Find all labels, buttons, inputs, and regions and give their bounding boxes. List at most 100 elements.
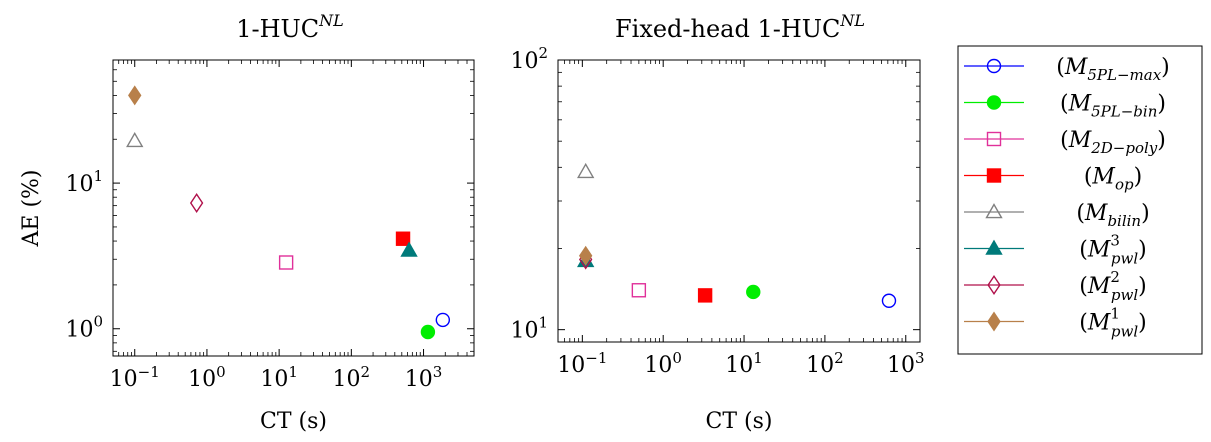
data-point-mop: [395, 231, 411, 246]
x-tick-label: 103: [887, 349, 925, 378]
tick-exponent: 0: [216, 363, 226, 381]
chart-title: Fixed-head 1-HUCNL: [615, 11, 865, 43]
legend: (M5PL−max)(M5PL−bin)(M2D−poly)(Mop)(Mbil…: [957, 45, 1203, 355]
legend-symbol: M: [1068, 92, 1092, 117]
tick-exponent: −1: [138, 363, 160, 381]
tick-exponent: 2: [538, 44, 548, 62]
legend-marker: [986, 95, 1002, 110]
tick-base: 10: [65, 318, 93, 343]
plot-frame: [557, 59, 921, 343]
text-part: ): [1141, 201, 1150, 226]
legend-subscript: pwl: [1111, 323, 1138, 341]
y-tick-label: 101: [65, 167, 103, 197]
x-tick-label: 10−1: [557, 349, 607, 378]
legend-subscript: 5PL−bin: [1091, 103, 1157, 121]
legend-subscript: pwl: [1111, 286, 1138, 304]
title-text: Fixed-head 1-HUC: [615, 15, 840, 43]
legend-superscript: 1: [1110, 305, 1120, 323]
legend-symbol: M: [1064, 55, 1088, 80]
legend-symbol: M: [1087, 274, 1111, 299]
text-part: (: [1084, 165, 1093, 190]
x-tick-label: 100: [644, 349, 682, 378]
legend-label: (M3 pwl): [1079, 232, 1147, 268]
y-tick-label: 100: [65, 313, 103, 343]
legend-entry-mpwl2: (M2 pwl): [964, 268, 1147, 304]
data-point-m5pl-bin: [746, 284, 761, 300]
legend-symbol: M: [1091, 165, 1115, 190]
legend-label: (M2 pwl): [1079, 268, 1147, 304]
x-tick-label: 100: [188, 363, 226, 392]
legend-label: (Mop): [1084, 165, 1142, 194]
tick-exponent: 2: [361, 363, 371, 381]
legend-marker: [985, 239, 1003, 255]
legend-label: (M5PL−bin): [1060, 92, 1166, 121]
legend-subscript: 5PL−max: [1087, 66, 1161, 84]
text-part: ): [1157, 128, 1166, 153]
text-part: ): [1161, 55, 1170, 80]
tick-base: 10: [333, 367, 361, 392]
tick-exponent: 1: [753, 349, 763, 367]
legend-superscript: 3: [1110, 232, 1120, 250]
data-point-mpwl2: [189, 192, 204, 214]
legend-marker: [987, 311, 1001, 332]
data-point-m2d-poly: [631, 283, 647, 298]
data-point-mpwl1: [128, 85, 142, 106]
tick-base: 10: [188, 367, 216, 392]
chart-title: 1-HUCNL: [236, 11, 344, 43]
legend-marker: [986, 58, 1002, 74]
legend-entry-m5pl-max: (M5PL−max): [964, 55, 1170, 84]
title-text: 1-HUC: [236, 15, 319, 43]
legend-entry-m2d-poly: (M2D−poly): [964, 128, 1166, 157]
text-part: ): [1134, 165, 1143, 190]
legend-marker: [986, 168, 1002, 183]
text-part: (: [1060, 128, 1069, 153]
tick-base: 10: [510, 319, 538, 344]
title-superscript: NL: [318, 11, 344, 30]
y-tick-label: 101: [510, 314, 548, 344]
x-axis-label: CT (s): [260, 409, 327, 434]
tick-exponent: 2: [834, 349, 844, 367]
tick-exponent: 0: [93, 313, 103, 331]
tick-exponent: 1: [93, 167, 103, 185]
text-part: (: [1076, 201, 1085, 226]
x-tick-label: 102: [333, 363, 371, 392]
x-tick-label: 10−1: [110, 363, 160, 392]
legend-symbol: M: [1068, 128, 1092, 153]
legend-label: (M2D−poly): [1060, 128, 1166, 157]
x-tick-label: 101: [725, 349, 763, 378]
y-tick-label: 102: [510, 44, 548, 74]
legend-subscript: 2D−poly: [1090, 139, 1158, 157]
legend-marker: [986, 131, 1002, 147]
y-axis-label: AE (%): [19, 169, 44, 247]
data-point-mpwl1: [578, 245, 593, 266]
text-part: (: [1079, 274, 1088, 299]
text-part: ): [1157, 92, 1166, 117]
text-part: (: [1079, 311, 1088, 336]
tick-exponent: −1: [585, 349, 607, 367]
legend-marker: [987, 274, 1001, 296]
x-tick-label: 103: [405, 363, 443, 392]
data-point-m2d-poly: [278, 255, 294, 270]
legend-entry-m5pl-bin: (M5PL−bin): [964, 92, 1166, 121]
tick-base: 10: [260, 367, 288, 392]
data-point-mpwl3: [400, 241, 418, 257]
legend-subscript: op: [1115, 176, 1134, 194]
data-point-m5pl-max: [881, 293, 897, 308]
tick-base: 10: [405, 367, 433, 392]
text-part: (: [1060, 92, 1069, 117]
legend-label: (M1 pwl): [1079, 305, 1147, 341]
tick-base: 10: [725, 353, 753, 378]
data-point-mbilin: [577, 162, 595, 179]
text-part: ): [1138, 238, 1147, 263]
title-superscript: NL: [839, 11, 865, 30]
tick-exponent: 3: [915, 349, 925, 367]
legend-symbol: M: [1087, 238, 1111, 263]
tick-base: 10: [65, 172, 93, 197]
data-point-m5pl-max: [435, 312, 451, 328]
tick-base: 10: [110, 367, 138, 392]
legend-symbol: M: [1087, 311, 1111, 336]
legend-subscript: pwl: [1111, 250, 1138, 268]
